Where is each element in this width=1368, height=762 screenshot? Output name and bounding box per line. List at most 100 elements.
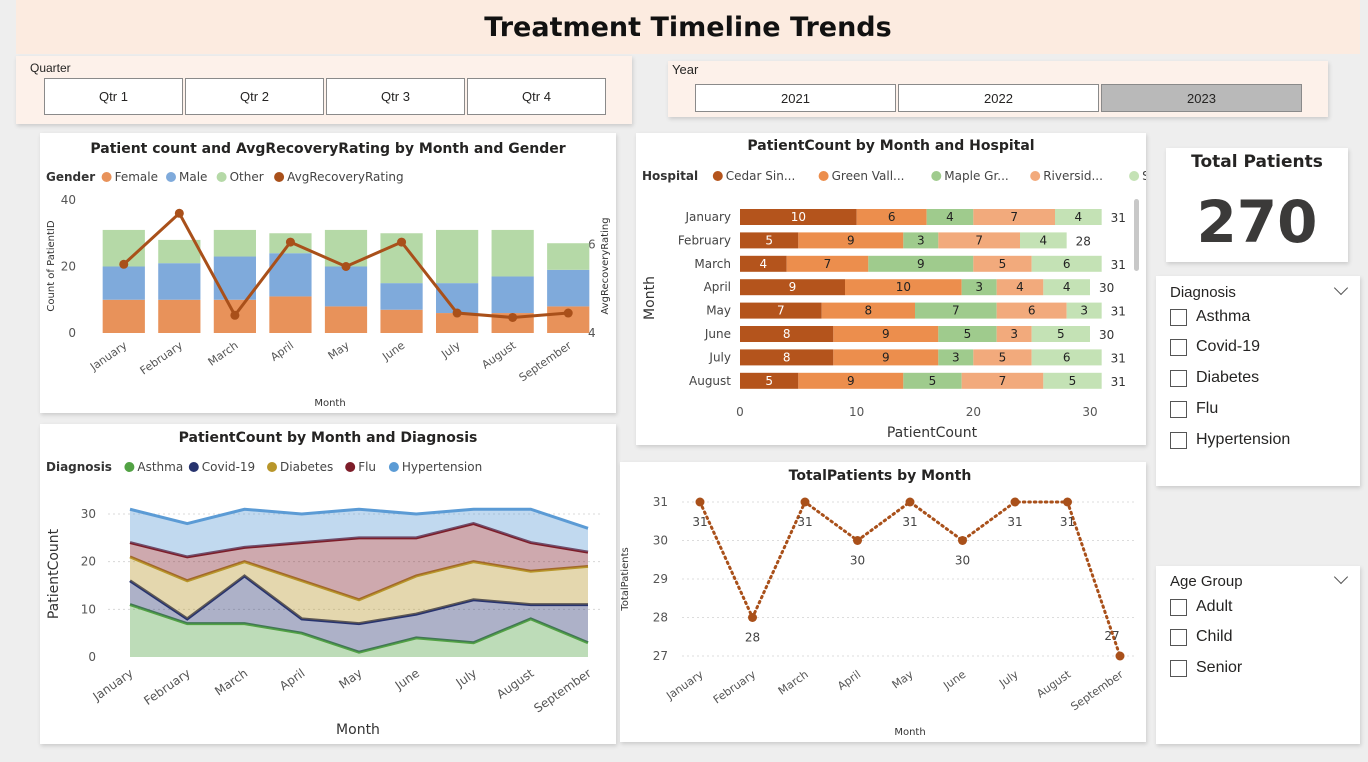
y-tick-label: 10 xyxy=(81,602,96,616)
legend-entry: Other xyxy=(230,170,264,184)
bar-segment xyxy=(491,229,534,277)
bar-segment xyxy=(938,232,1020,249)
total-patients-card: Total Patients 270 xyxy=(1166,148,1348,262)
data-label: 5 xyxy=(765,233,773,247)
bar-segment xyxy=(938,349,974,366)
total-label: 30 xyxy=(1099,281,1114,295)
total-point xyxy=(748,613,757,622)
chevron-down-icon[interactable] xyxy=(1333,569,1349,585)
legend-marker xyxy=(216,172,227,182)
data-label: 10 xyxy=(896,280,911,294)
y-tick-label: March xyxy=(694,257,731,271)
x-tick-label: July xyxy=(438,339,463,362)
legend-marker xyxy=(818,171,829,181)
y-tick-label: 29 xyxy=(653,572,668,586)
year-button-2021[interactable]: 2021 xyxy=(695,84,896,112)
legend-marker xyxy=(188,462,199,472)
bar-segment xyxy=(1031,349,1102,366)
x-tick-label: September xyxy=(531,666,593,716)
total-point xyxy=(695,497,705,507)
diagnosis-option-diabetes[interactable]: Diabetes xyxy=(1170,369,1259,387)
x-tick-label: 30 xyxy=(1082,405,1097,419)
data-label: 4 xyxy=(1016,280,1024,294)
bar-segment xyxy=(996,279,1044,296)
checkbox[interactable] xyxy=(1170,369,1187,387)
bar-segment xyxy=(213,256,256,300)
area-band xyxy=(130,523,588,600)
bar-segment xyxy=(324,306,368,333)
total-point xyxy=(853,536,862,545)
diagnosis-option-asthma[interactable]: Asthma xyxy=(1170,308,1250,326)
data-label: 3 xyxy=(917,233,925,247)
checkbox[interactable] xyxy=(1170,338,1187,356)
diagnosis-option-covid[interactable]: Covid-19 xyxy=(1170,338,1260,356)
x-tick-label: February xyxy=(138,339,186,378)
bar-segment xyxy=(833,326,939,342)
total-point xyxy=(958,536,967,545)
quarter-button-q4[interactable]: Qtr 4 xyxy=(467,78,606,115)
legend-entry: Flu xyxy=(358,460,376,474)
bar-segment xyxy=(1020,232,1067,249)
checkbox[interactable] xyxy=(1170,598,1187,616)
data-label: 7 xyxy=(975,233,983,247)
x-tick-label: March xyxy=(206,339,241,369)
x-tick-label: July xyxy=(453,666,480,690)
chevron-down-icon[interactable] xyxy=(1333,280,1349,296)
age-option-child[interactable]: Child xyxy=(1170,628,1232,646)
hospital-chart: PatientCount by Month and Hospital Hospit… xyxy=(642,138,1200,441)
data-label: 6 xyxy=(1063,257,1071,271)
data-label: 3 xyxy=(975,280,983,294)
avg-rating-point xyxy=(341,262,351,271)
data-label: 7 xyxy=(999,374,1007,388)
data-label: 30 xyxy=(850,554,865,568)
avg-rating-point xyxy=(119,259,129,269)
total-point xyxy=(1063,497,1072,507)
data-label: 31 xyxy=(797,515,812,529)
age-option-adult[interactable]: Adult xyxy=(1170,598,1232,616)
quarter-button-q3[interactable]: Qtr 3 xyxy=(326,78,465,115)
y-tick-label: 31 xyxy=(653,495,668,509)
x-tick-label: August xyxy=(1034,667,1074,700)
total-patients-value: 270 xyxy=(1196,188,1318,256)
x-tick-label: June xyxy=(940,668,968,693)
bar-segment xyxy=(269,296,312,333)
checkbox[interactable] xyxy=(1170,628,1187,646)
checkbox[interactable] xyxy=(1170,431,1187,449)
age-option-senior[interactable]: Senior xyxy=(1170,659,1242,677)
checkbox[interactable] xyxy=(1170,659,1187,677)
y-tick-label: August xyxy=(689,374,731,388)
total-label: 31 xyxy=(1111,375,1126,389)
x-tick-label: April xyxy=(835,668,863,693)
area-line xyxy=(129,507,589,530)
x-tick-label: June xyxy=(379,339,407,364)
x-tick-label: July xyxy=(996,668,1021,691)
diagnosis-option-flu[interactable]: Flu xyxy=(1170,400,1218,418)
x-tick-label: April xyxy=(277,666,308,693)
data-label: 4 xyxy=(1063,280,1071,294)
quarter-button-q1[interactable]: Qtr 1 xyxy=(44,78,183,115)
bar-segment xyxy=(1066,302,1102,319)
x-tick-label: May xyxy=(890,668,916,692)
x-tick-label: August xyxy=(479,338,519,371)
quarter-button-q2[interactable]: Qtr 2 xyxy=(185,78,324,115)
checkbox[interactable] xyxy=(1170,308,1187,326)
bar-segment xyxy=(903,372,962,389)
page-header: Treatment Timeline Trends xyxy=(16,0,1360,54)
age-group-filter-label: Age Group xyxy=(1170,573,1243,590)
legend-entry: Cedar Sin... xyxy=(726,169,795,183)
legend-title: Hospital xyxy=(642,169,698,183)
area-line xyxy=(129,603,589,654)
diagnosis-option-hypertension[interactable]: Hypertension xyxy=(1170,431,1290,449)
data-label: 3 xyxy=(1080,304,1088,318)
bar-segment xyxy=(547,269,590,307)
y-axis-title: TotalPatients xyxy=(620,547,631,611)
avg-rating-point xyxy=(174,208,184,218)
year-button-2023[interactable]: 2023 xyxy=(1101,84,1302,112)
data-label: 8 xyxy=(783,350,791,364)
data-label: 9 xyxy=(917,257,925,271)
bar-segment xyxy=(821,302,915,319)
year-button-2022[interactable]: 2022 xyxy=(898,84,1099,112)
legend-entry: Female xyxy=(115,170,158,184)
legend-entry: Diabetes xyxy=(280,460,333,474)
checkbox[interactable] xyxy=(1170,400,1187,418)
